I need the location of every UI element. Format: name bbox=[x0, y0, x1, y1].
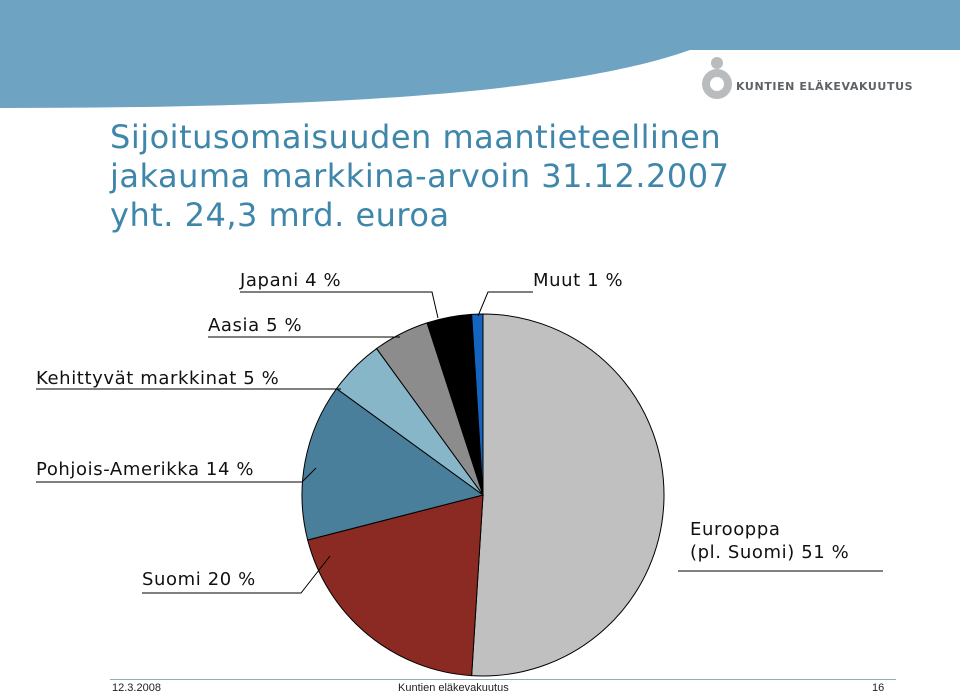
label-eurooppa-line2: (pl. Suomi) 51 % bbox=[690, 542, 850, 563]
label-kehittyvat-markkinat: Kehittyvät markkinat 5 % bbox=[36, 368, 280, 389]
slide-title: Sijoitusomaisuuden maantieteellinen jaka… bbox=[110, 118, 870, 235]
leader-pohjois-amerikka bbox=[36, 467, 317, 483]
leader-muut bbox=[477, 291, 533, 317]
footer-date: 12.3.2008 bbox=[112, 682, 161, 694]
slice-suomi bbox=[307, 494, 484, 677]
label-eurooppa-line1: Eurooppa bbox=[690, 519, 781, 540]
company-logo: KUNTIEN ELÄKEVAKUUTUS bbox=[696, 54, 913, 102]
header-banner: KUNTIEN ELÄKEVAKUUTUS bbox=[0, 0, 960, 108]
title-line-1: Sijoitusomaisuuden maantieteellinen bbox=[110, 118, 722, 156]
title-line-2: jakauma markkina-arvoin 31.12.2007 bbox=[110, 157, 730, 195]
logo-text: KUNTIEN ELÄKEVAKUUTUS bbox=[736, 80, 914, 93]
label-muut: Muut 1 % bbox=[533, 270, 624, 291]
slice-eurooppa bbox=[471, 313, 665, 677]
footer-organization: Kuntien eläkevakuutus bbox=[398, 682, 509, 694]
label-pohjois-amerikka: Pohjois-Amerikka 14 % bbox=[36, 459, 255, 480]
label-suomi: Suomi 20 % bbox=[142, 569, 256, 590]
leader-suomi bbox=[142, 555, 331, 594]
label-aasia: Aasia 5 % bbox=[208, 315, 303, 336]
logo-symbol-icon bbox=[702, 57, 732, 99]
footer-divider bbox=[110, 679, 896, 680]
label-japani: Japani 4 % bbox=[240, 270, 342, 291]
slice-muut bbox=[471, 313, 484, 496]
title-line-3: yht. 24,3 mrd. euroa bbox=[110, 196, 450, 234]
footer-page-number: 16 bbox=[872, 682, 885, 694]
pie-chart bbox=[36, 291, 883, 677]
header-curve bbox=[0, 50, 690, 108]
slice-pohjois-amerikka bbox=[301, 387, 485, 541]
header-bar bbox=[0, 0, 960, 50]
label-eurooppa: Eurooppa (pl. Suomi) 51 % bbox=[690, 518, 849, 564]
leader-japani bbox=[240, 291, 439, 319]
